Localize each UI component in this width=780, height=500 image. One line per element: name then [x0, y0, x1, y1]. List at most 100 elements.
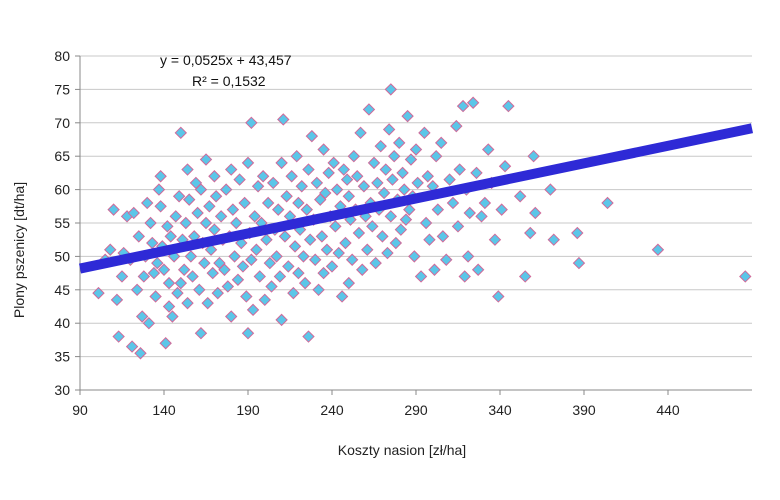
- data-point: [275, 313, 288, 327]
- y-tick-label: 75: [54, 81, 70, 97]
- data-point: [295, 180, 308, 193]
- data-point: [174, 126, 188, 140]
- y-tick-label: 80: [54, 48, 70, 64]
- data-point: [115, 270, 129, 283]
- data-point: [498, 160, 512, 173]
- data-point: [127, 206, 140, 220]
- data-point: [166, 310, 179, 323]
- data-point: [107, 203, 120, 216]
- data-point: [361, 243, 374, 256]
- data-point: [312, 283, 325, 297]
- data-point: [302, 163, 315, 176]
- y-tick-label: 30: [54, 382, 70, 398]
- data-point: [317, 266, 330, 280]
- y-tick-label: 70: [54, 115, 70, 131]
- data-point: [651, 243, 665, 256]
- data-point: [601, 196, 614, 210]
- data-point: [199, 216, 213, 230]
- data-point: [135, 310, 149, 323]
- data-point: [347, 149, 361, 163]
- data-point: [221, 280, 235, 293]
- data-point: [356, 263, 369, 276]
- data-point: [461, 250, 475, 263]
- data-point: [403, 203, 416, 216]
- x-tick-label: 340: [488, 402, 512, 418]
- data-point: [524, 226, 537, 240]
- data-point: [352, 226, 366, 240]
- data-point: [404, 153, 418, 166]
- data-point: [332, 246, 345, 260]
- data-point: [184, 250, 198, 263]
- data-point: [92, 286, 105, 300]
- data-point: [440, 253, 453, 266]
- data-point: [345, 253, 359, 266]
- data-point: [357, 180, 371, 193]
- data-point: [419, 216, 433, 230]
- data-point: [277, 113, 290, 126]
- data-point: [329, 220, 342, 233]
- data-point: [265, 280, 278, 293]
- data-point: [189, 176, 203, 190]
- data-point: [381, 246, 394, 260]
- data-point: [371, 176, 384, 190]
- data-point: [233, 173, 246, 186]
- data-point: [198, 256, 211, 270]
- data-point: [278, 230, 292, 243]
- data-point: [335, 290, 349, 303]
- data-point: [218, 263, 231, 276]
- data-point: [421, 170, 434, 183]
- data-point: [350, 170, 364, 183]
- data-points: [92, 83, 752, 360]
- y-tick-label: 50: [54, 248, 70, 264]
- x-tick-label: 290: [404, 402, 428, 418]
- data-point: [305, 129, 319, 143]
- data-point: [219, 183, 233, 196]
- data-point: [482, 143, 495, 156]
- data-point: [245, 116, 258, 130]
- data-point: [125, 340, 139, 353]
- data-point: [172, 190, 186, 203]
- data-point: [169, 210, 182, 223]
- data-point: [384, 83, 398, 96]
- data-point: [194, 183, 208, 196]
- data-point: [339, 236, 352, 250]
- data-point: [302, 330, 315, 343]
- data-point: [308, 253, 322, 266]
- data-point: [456, 99, 470, 113]
- data-point: [398, 183, 411, 196]
- data-point: [174, 276, 188, 290]
- data-point: [147, 266, 161, 280]
- data-point: [191, 206, 204, 220]
- data-point: [366, 220, 379, 233]
- data-point: [285, 170, 298, 183]
- data-point: [325, 260, 339, 273]
- data-point: [152, 183, 166, 196]
- data-point: [303, 233, 317, 246]
- data-point: [396, 166, 409, 180]
- data-point: [458, 270, 471, 283]
- data-point: [310, 176, 324, 190]
- data-point: [300, 203, 314, 216]
- data-point: [451, 220, 465, 233]
- data-point: [238, 196, 251, 210]
- data-point: [182, 193, 196, 206]
- data-point: [270, 250, 283, 263]
- data-point: [478, 196, 492, 210]
- data-point: [411, 176, 424, 190]
- data-point: [137, 270, 151, 283]
- data-point: [377, 186, 391, 200]
- data-point: [374, 139, 387, 153]
- data-point: [418, 126, 431, 140]
- data-point: [384, 210, 398, 223]
- data-point: [450, 119, 463, 133]
- data-point: [272, 203, 285, 216]
- trendline: [78, 123, 754, 274]
- y-tick-label: 60: [54, 182, 70, 198]
- data-point: [280, 190, 293, 203]
- data-point: [226, 203, 240, 216]
- data-point: [140, 196, 154, 210]
- data-point: [142, 316, 156, 330]
- data-point: [317, 143, 330, 156]
- data-point: [342, 190, 356, 203]
- data-point: [320, 243, 334, 256]
